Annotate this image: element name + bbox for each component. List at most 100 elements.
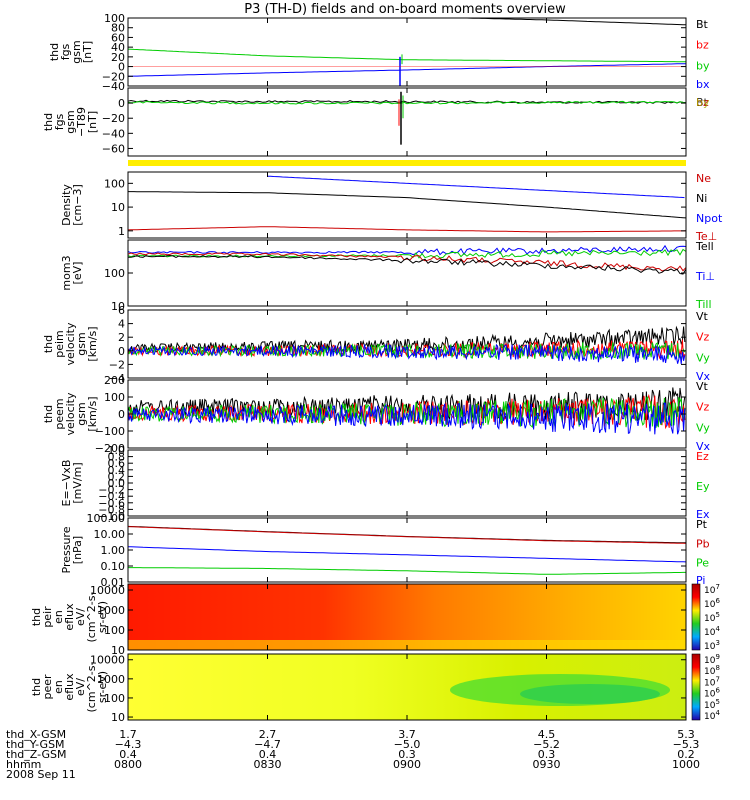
y-axis-label-line: velocity xyxy=(64,322,77,365)
colorbar-tick-label: 108 xyxy=(704,664,720,677)
y-axis-label-line: thd xyxy=(42,405,55,423)
x-row-value: 0900 xyxy=(393,758,421,771)
y-tick-label: −0.6 xyxy=(98,497,125,510)
y-axis-label-line: eflux xyxy=(63,603,76,631)
colorbar xyxy=(691,653,701,721)
legend-8-2: Pe xyxy=(696,557,709,570)
series-by-line xyxy=(127,100,687,105)
legend-1-0: Bt xyxy=(696,18,709,31)
series-by-line xyxy=(127,48,686,63)
yellow-status-bar xyxy=(128,160,686,166)
x-row-value: 0.4 xyxy=(119,748,137,761)
series-ne-line xyxy=(127,226,687,233)
series-ti⊥-line xyxy=(127,244,687,256)
x-row-label: hhmm xyxy=(6,758,41,771)
panel-frame xyxy=(127,87,687,157)
y-tick-label: 0.01 xyxy=(101,576,126,589)
y-tick-label: 10 xyxy=(111,711,125,724)
y-tick-label: 2 xyxy=(118,331,125,344)
y-tick-label: 0 xyxy=(118,408,125,421)
y-axis-label-line: [eV] xyxy=(71,262,84,285)
x-row-value: −5.3 xyxy=(673,738,700,751)
y-axis-label-line: Density xyxy=(60,184,73,226)
x-row-value: 0800 xyxy=(114,758,142,771)
y-axis-label-line: thd xyxy=(42,113,55,131)
panel-10: 10910810710610510410000100010010thdpeere… xyxy=(30,653,720,724)
y-axis-label-line: velocity xyxy=(64,392,77,435)
y-tick-label: −0.8 xyxy=(98,503,125,516)
y-tick-label: 1000 xyxy=(97,673,125,686)
y-axis-label-line: thd xyxy=(48,43,61,61)
series-ni-line xyxy=(128,191,687,219)
legend-5-3: Vx xyxy=(696,370,711,383)
y-tick-label: 100 xyxy=(104,267,125,280)
y-tick-label: 0.6 xyxy=(108,457,126,470)
y-axis-label-line: −T89 xyxy=(75,107,88,137)
y-tick-label: −40 xyxy=(102,80,125,93)
x-row-value: 0.4 xyxy=(259,748,277,761)
y-axis-label-line: gsm xyxy=(75,332,88,355)
x-row-value: 0.2 xyxy=(677,748,695,761)
legend-4-2: Till xyxy=(695,298,712,311)
x-row-value: 2.7 xyxy=(259,728,277,741)
y-axis-label-line: E=−VxB xyxy=(60,460,73,507)
y-axis-label-line: [cm−3] xyxy=(71,184,84,226)
y-tick-label: −1.0 xyxy=(98,510,125,523)
colorbar-tick-label: 105 xyxy=(704,611,720,624)
y-axis-label-line: eflux xyxy=(63,673,76,701)
y-tick-label: 0.4 xyxy=(108,464,126,477)
x-axis-labels: thd_X-GSM 1.7 2.7 3.7 4.5 5.3 thd_Y-GSM −4.3 −4.… xyxy=(6,728,700,781)
legend-3-3: Te⊥ xyxy=(695,230,717,243)
legend-overlap-label: bz xyxy=(696,96,709,109)
date-label: 2008 Sep 11 xyxy=(6,768,76,781)
legend-3-1: Ni xyxy=(696,192,707,205)
x-row-value: 0930 xyxy=(533,758,561,771)
series-vx-line xyxy=(127,402,686,435)
y-tick-label: 10000 xyxy=(90,654,125,667)
legend-8-0: Pt xyxy=(696,518,708,531)
y-tick-label: 0 xyxy=(118,61,125,74)
legend-8-3: Pi xyxy=(696,574,705,587)
panels: Btbzbybx100806040200−20−40thdfgsgsm[nT]B… xyxy=(30,12,723,724)
colorbar-tick-label: 105 xyxy=(704,698,720,711)
x-row-label: thd_Z-GSM xyxy=(6,748,66,761)
y-axis-label-line: (cm^2-s- xyxy=(85,662,98,713)
x-row-value: 5.3 xyxy=(677,728,695,741)
y-axis-label-line: peim xyxy=(53,330,66,358)
y-tick-label: 1 xyxy=(118,225,125,238)
y-tick-label: 1.0 xyxy=(108,444,126,457)
y-axis-label-line: Pressure xyxy=(60,526,73,573)
panel-6: Vt Vz Vy Vx 200 100 0 −100 −200 thdpeemvelocitygs… xyxy=(42,374,711,455)
y-axis-label-line: eV/ xyxy=(74,678,87,696)
legend-7-0: Ez xyxy=(696,450,709,463)
panel-frame xyxy=(127,449,687,517)
y-axis-label-line: sr-eV) xyxy=(96,601,109,633)
y-tick-label: 100 xyxy=(104,12,125,25)
y-tick-label: 10000 xyxy=(90,584,125,597)
y-axis-label-line: en xyxy=(52,680,65,694)
y-tick-label: 10 xyxy=(111,201,125,214)
legend-5-0: Vt xyxy=(696,310,709,323)
panel-frame xyxy=(127,239,687,307)
y-tick-label: −200 xyxy=(95,442,125,455)
series-pi-line xyxy=(127,546,687,563)
colorbar-tick-label: 106 xyxy=(704,597,720,610)
y-axis-label-line: gsm xyxy=(75,402,88,425)
y-tick-label: 0 xyxy=(118,97,125,110)
x-row-value: −4.7 xyxy=(254,738,281,751)
y-axis-label-line: thd xyxy=(30,678,43,696)
series-bx-line xyxy=(127,63,686,77)
y-axis-label-line: peem xyxy=(53,398,66,429)
y-axis-label-line: thd xyxy=(42,335,55,353)
y-tick-label: −60 xyxy=(102,142,125,155)
legend-1-3: bx xyxy=(696,78,710,91)
y-tick-label: 100 xyxy=(104,177,125,190)
y-axis-label-line: en xyxy=(52,610,65,624)
legend-1-2: by xyxy=(696,59,710,72)
y-tick-label: 40 xyxy=(111,41,125,54)
colorbar-tick-label: 103 xyxy=(704,639,720,652)
legend-6-1: Vz xyxy=(696,401,710,414)
